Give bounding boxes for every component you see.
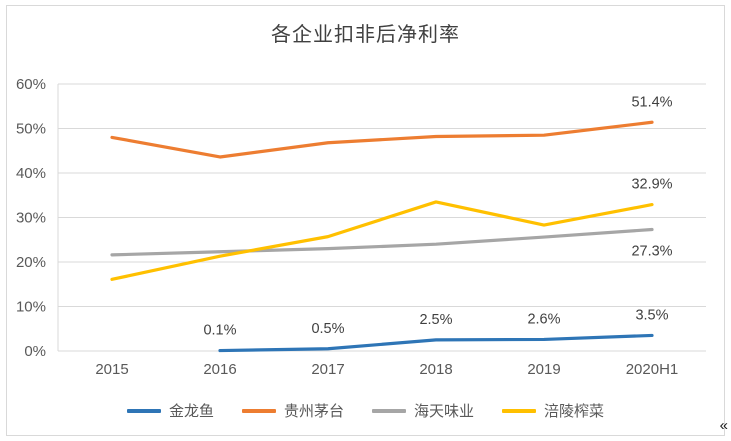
y-tick-label: 40%	[16, 165, 46, 182]
watermark-glyph: «	[719, 417, 728, 434]
y-tick-label: 10%	[16, 299, 46, 316]
chart-frame	[6, 5, 725, 436]
data-label: 3.5%	[635, 307, 668, 323]
series-line-1	[110, 120, 654, 159]
x-tick-label: 2017	[311, 361, 344, 378]
legend: 金龙鱼 贵州茅台 海天味业 涪陵榨菜	[0, 400, 731, 421]
data-label: 0.5%	[311, 321, 344, 337]
legend-label: 涪陵榨菜	[544, 403, 605, 420]
legend-swatch	[372, 408, 406, 413]
legend-swatch	[241, 408, 276, 413]
data-label: 51.4%	[631, 94, 672, 110]
legend-label: 金龙鱼	[168, 403, 214, 420]
data-label: 0.1%	[203, 323, 236, 339]
data-label: 32.9%	[631, 177, 672, 193]
x-tick-label: 2015	[95, 361, 128, 378]
chart-title: 各企业扣非后净利率	[271, 24, 460, 46]
y-tick-label: 60%	[16, 76, 46, 93]
legend-swatch	[502, 408, 537, 413]
x-tick-label: 2019	[527, 361, 560, 378]
x-tick-label: 2018	[419, 361, 452, 378]
x-tick-label: 2016	[203, 361, 236, 378]
data-label: 2.5%	[419, 312, 452, 328]
series-line-3	[110, 200, 654, 281]
legend-item: 金龙鱼	[126, 400, 214, 421]
y-tick-label: 30%	[16, 210, 46, 227]
series-line-2	[110, 227, 654, 257]
y-tick-label: 0%	[24, 343, 46, 360]
legend-label: 贵州茅台	[283, 403, 344, 420]
legend-swatch	[126, 408, 161, 413]
y-tick-label: 20%	[16, 254, 46, 271]
legend-item: 贵州茅台	[241, 400, 344, 421]
x-tick-label: 2020H1	[626, 361, 679, 378]
line-chart: 0% 10% 20% 30% 40% 50% 60% 2015 2016 2017 2018 2019…	[16, 76, 706, 378]
legend-label: 海天味业	[414, 403, 475, 420]
legend-item: 海天味业	[372, 400, 474, 421]
legend-item: 涪陵榨菜	[502, 400, 604, 421]
series-line-0	[218, 333, 654, 353]
y-tick-label: 50%	[16, 121, 46, 138]
data-label: 27.3%	[631, 244, 672, 260]
data-label: 2.6%	[527, 311, 560, 327]
